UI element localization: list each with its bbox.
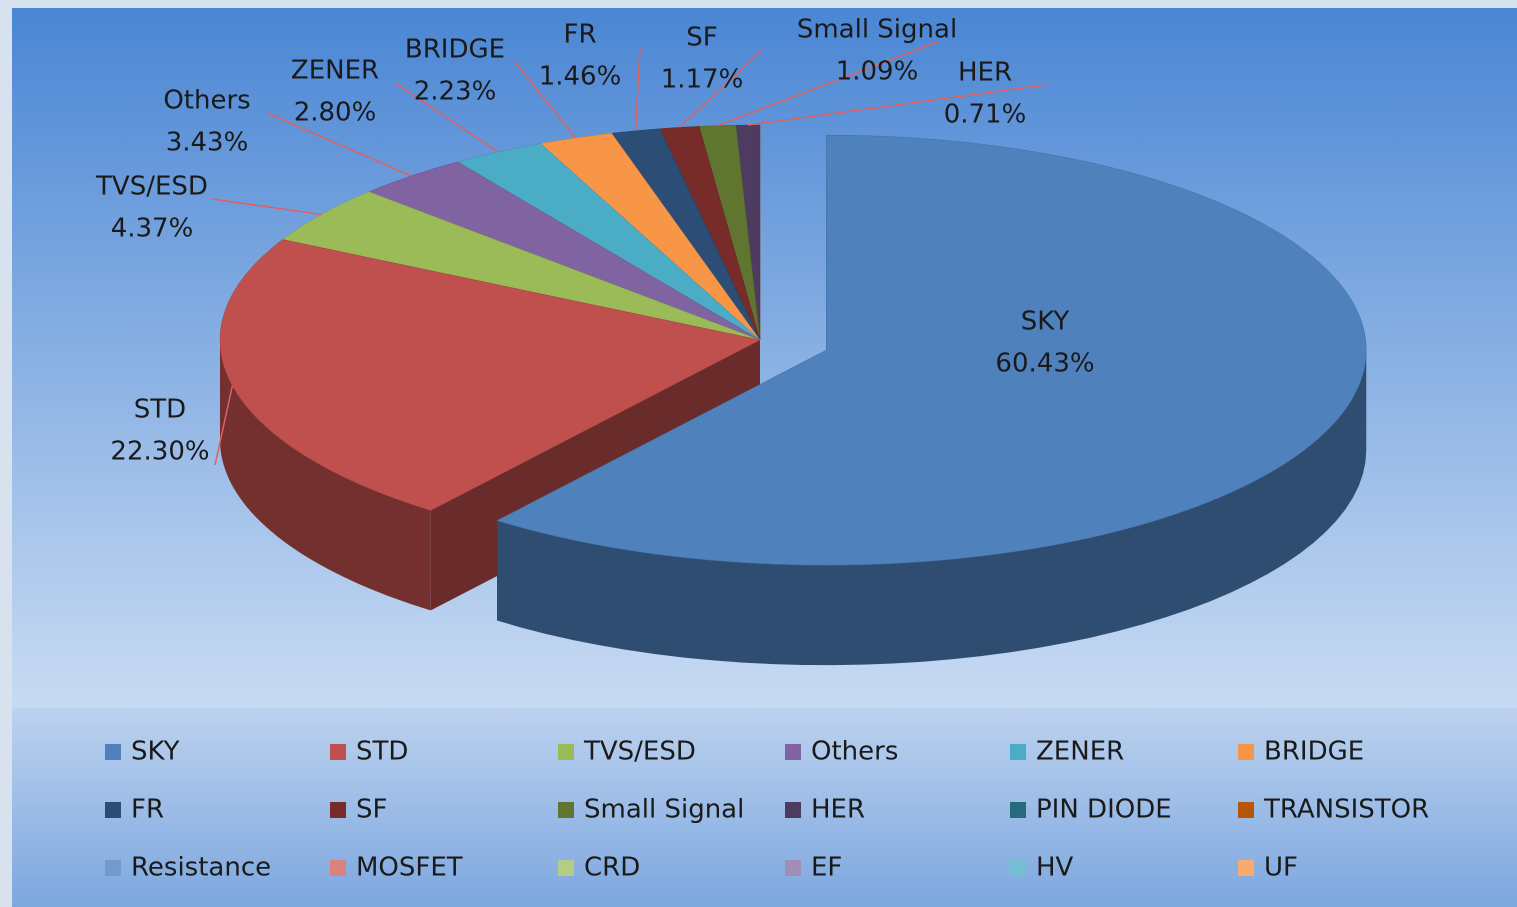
slice-value-label: 1.17% [661,65,744,95]
leader-line [747,84,1046,126]
legend-swatch [785,802,801,818]
legend-swatch [105,802,121,818]
leader-line [717,41,938,127]
legend: SKY STD TVS/ESD Others ZENER BRIDGE FR SF Small … [105,737,1429,883]
legend-swatch [330,860,346,876]
legend-swatch [1238,860,1254,876]
legend-label: TRANSISTOR [1263,795,1429,825]
legend-swatch [785,744,801,760]
legend-label: STD [356,737,408,767]
legend-label: EF [811,853,842,883]
legend-label: HV [1036,853,1074,883]
slice-label: TVS/ESD [95,172,208,202]
legend-swatch [1238,744,1254,760]
leader-line [266,112,412,177]
legend-label: ZENER [1036,737,1124,767]
leader-line [634,46,641,131]
labels: SKY 60.43% STD 22.30% TVS/ESD 4.37% Others 3.43… [95,15,1095,467]
slice-side [497,350,1367,666]
slice [219,239,761,511]
slice-label: Others [163,86,250,116]
legend-label: Others [811,737,898,767]
slice-value-label: 4.37% [111,214,194,244]
legend-label: SF [356,795,387,825]
legend-swatch [1010,860,1026,876]
slice-label: SF [686,23,717,53]
slice-value-label: 2.80% [294,98,377,128]
slice-value-label: 1.09% [836,57,919,87]
leader-line [514,61,577,139]
legend-label: SKY [131,737,180,767]
slice-label: BRIDGE [405,35,505,65]
slice-label: HER [958,58,1012,88]
slice-label: ZENER [291,56,379,86]
legend-swatch [785,860,801,876]
legend-label: TVS/ESD [583,737,696,767]
legend-swatch [330,802,346,818]
leader-line [678,49,763,128]
legend-swatch [558,860,574,876]
legend-label: Small Signal [584,795,744,825]
legend-swatch [105,744,121,760]
legend-label: MOSFET [356,853,463,883]
slice-side [220,340,431,611]
slice-label: SKY [1021,307,1070,337]
slice-value-label: 22.30% [110,437,209,467]
legend-label: PIN DIODE [1036,795,1172,825]
leader-line [211,198,322,216]
legend-swatch [105,860,121,876]
legend-label: FR [131,795,164,825]
legend-label: UF [1264,853,1298,883]
legend-label: CRD [584,853,640,883]
slice-value-label: 1.46% [539,62,622,92]
legend-background [12,708,1517,907]
slice-value-label: 0.71% [944,100,1027,130]
legend-swatch [1010,744,1026,760]
slice-label: FR [563,20,596,50]
slice-value-label: 3.43% [166,128,249,158]
pie [219,124,1367,666]
slice-label: Small Signal [797,15,957,45]
legend-swatch [558,802,574,818]
leader-line [394,82,499,153]
legend-swatch [330,744,346,760]
slice [496,134,1367,566]
legend-label: BRIDGE [1264,737,1364,767]
legend-label: HER [811,795,865,825]
slice-value-label: 60.43% [995,349,1094,379]
leader-line [214,385,234,466]
slice-value-label: 2.23% [414,77,497,107]
legend-swatch [1010,802,1026,818]
legend-label: Resistance [131,853,271,883]
slice-label: STD [134,395,186,425]
legend-swatch [1238,802,1254,818]
legend-swatch [558,744,574,760]
